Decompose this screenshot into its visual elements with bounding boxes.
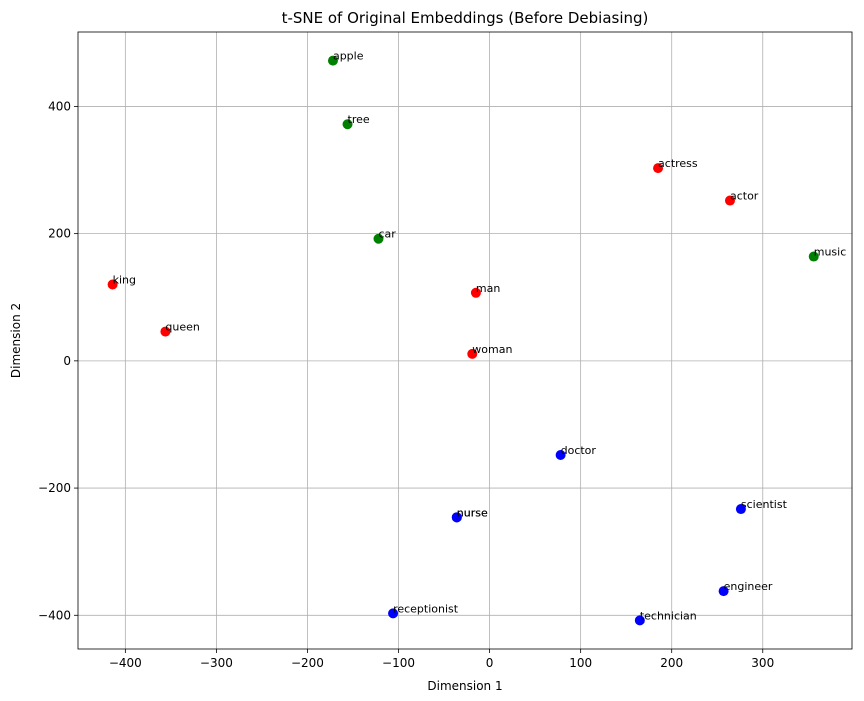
x-tick-label: −100 — [382, 656, 415, 670]
data-point-engineer — [718, 586, 729, 597]
data-point-woman — [467, 348, 478, 359]
point-label-doctor: doctor — [561, 444, 597, 457]
grid — [78, 32, 852, 649]
data-point-technician — [634, 615, 645, 626]
data-point-receptionist — [388, 608, 399, 619]
point-label-queen: queen — [165, 321, 199, 334]
y-axis-label: Dimension 2 — [9, 303, 23, 378]
data-point-music — [808, 251, 819, 262]
data-point-doctor — [555, 449, 566, 460]
point-label-technician: technician — [640, 609, 697, 622]
data-points — [107, 55, 819, 626]
data-point-apple — [327, 55, 338, 66]
point-label-scientist: scientist — [741, 498, 788, 511]
x-tick-label: −300 — [200, 656, 233, 670]
plot-frame — [77, 31, 853, 650]
point-label-man: man — [476, 282, 500, 295]
point-label-receptionist: receptionist — [393, 602, 459, 615]
point-label-nurse: nurse — [457, 506, 488, 519]
data-point-man — [470, 287, 481, 298]
data-point-king — [107, 279, 118, 290]
point-label-king: king — [113, 274, 136, 287]
x-tick-label: 0 — [486, 656, 494, 670]
data-point-scientist — [735, 504, 746, 515]
x-tick-label: −400 — [109, 656, 142, 670]
axis-ticks: −400 −300 −200 −100 0 100 200 300 −400 −200 0 200 40… — [38, 99, 774, 670]
data-point-nurse — [451, 512, 462, 523]
data-point-car — [373, 233, 384, 244]
point-label-nurse: nurse — [457, 506, 488, 519]
y-tick-label: 0 — [63, 354, 71, 368]
y-tick-label: 400 — [48, 99, 71, 113]
point-label-tree: tree — [348, 113, 370, 126]
x-tick-label: −200 — [291, 656, 324, 670]
data-point-tree — [342, 119, 353, 130]
point-label-actress: actress — [658, 157, 698, 170]
y-tick-label: −400 — [38, 608, 71, 622]
data-point-actor — [724, 195, 735, 206]
point-label-woman: woman — [472, 343, 512, 356]
point-label-apple: apple — [333, 50, 364, 63]
chart-title: t-SNE of Original Embeddings (Before Deb… — [282, 9, 649, 27]
x-tick-label: 100 — [569, 656, 592, 670]
point-labels: apple tree car music king queen man woman actres… — [113, 50, 847, 623]
y-tick-label: 200 — [48, 227, 71, 241]
point-label-music: music — [814, 246, 847, 259]
point-label-actor: actor — [730, 190, 759, 203]
x-axis-label: Dimension 1 — [427, 679, 502, 693]
data-point-actress — [653, 163, 664, 174]
point-label-engineer: engineer — [724, 580, 773, 593]
x-tick-label: 300 — [751, 656, 774, 670]
data-point-queen — [160, 326, 171, 337]
y-tick-label: −200 — [38, 481, 71, 495]
point-label-car: car — [378, 228, 396, 241]
x-tick-label: 200 — [660, 656, 683, 670]
